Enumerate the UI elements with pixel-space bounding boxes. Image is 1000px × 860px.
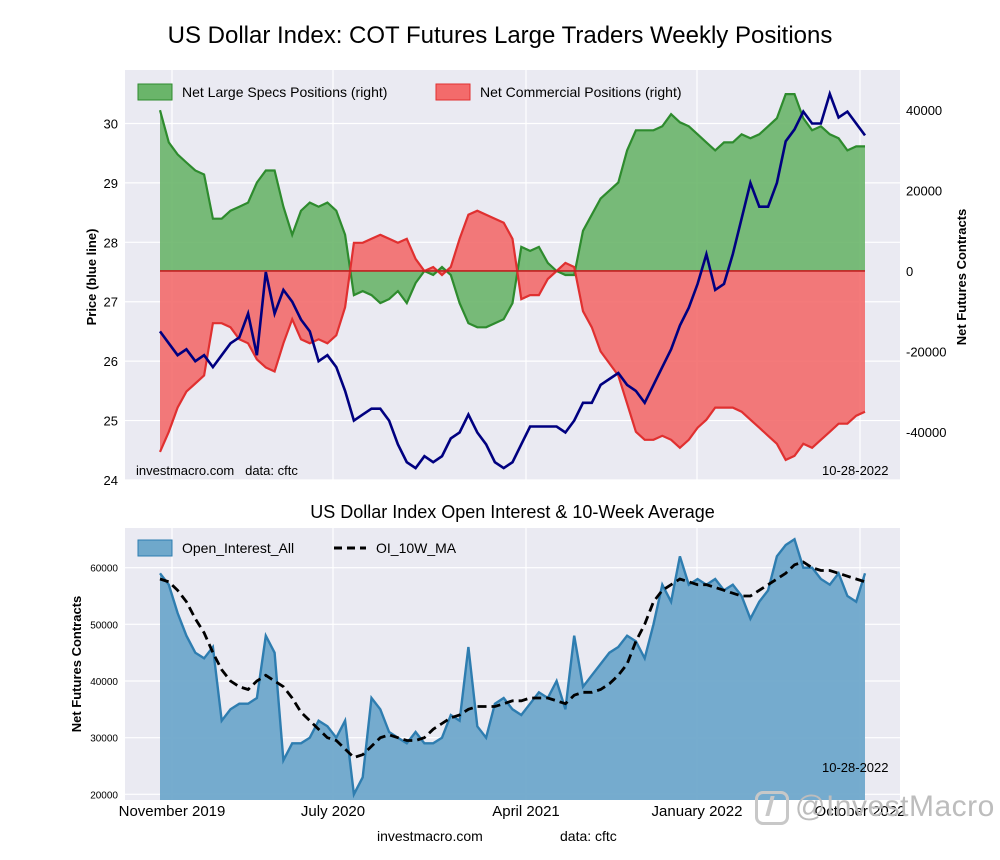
comm-area xyxy=(160,210,865,460)
legend-swatch-oi xyxy=(137,539,173,557)
chart-title: US Dollar Index: COT Futures Large Trade… xyxy=(167,22,833,49)
x-tick-label: October 2022 xyxy=(815,803,906,820)
bottom-legend: Open_Interest_All OI_10W_MA xyxy=(137,539,457,557)
x-tick-label: January 2022 xyxy=(652,803,743,820)
bottom-axis-label: Net Futures Contracts xyxy=(69,596,84,733)
top-annotation-left: investmacro.com data: cftc xyxy=(136,463,298,478)
watermark-logo-icon xyxy=(755,791,789,826)
right-tick-label: -40000 xyxy=(906,425,946,440)
top-fills xyxy=(160,94,865,460)
bottom-annotation-right: 10-28-2022 xyxy=(822,760,889,775)
left-tick-label: 26 xyxy=(104,354,118,369)
x-tick-label: November 2019 xyxy=(119,803,226,820)
left-tick-label: 28 xyxy=(104,235,118,250)
legend-label-ma: OI_10W_MA xyxy=(376,540,457,556)
watermark-text: @InvestMacro xyxy=(795,790,995,823)
specs-area xyxy=(160,94,865,328)
bottom-chart-title: US Dollar Index Open Interest & 10-Week … xyxy=(310,502,715,522)
bottom-y-ticks: 20000 30000 40000 50000 60000 xyxy=(90,564,118,802)
specs-line xyxy=(158,93,865,329)
oi-ma-line xyxy=(159,560,866,760)
comm-line xyxy=(158,209,866,462)
bottom-y-tick-label: 30000 xyxy=(90,734,118,745)
left-tick-label: 24 xyxy=(104,473,118,488)
bottom-fills xyxy=(159,537,867,800)
top-annotation-right: 10-28-2022 xyxy=(822,463,889,478)
x-tick-label: July 2020 xyxy=(301,803,365,820)
footer-site: investmacro.com xyxy=(377,828,483,844)
legend-label-specs: Net Large Specs Positions (right) xyxy=(182,84,387,100)
left-axis-label: Price (blue line) xyxy=(84,229,99,326)
oi-line xyxy=(159,537,867,799)
right-tick-label: 0 xyxy=(906,264,913,279)
right-tick-label: 40000 xyxy=(906,103,942,118)
bottom-y-tick-label: 60000 xyxy=(90,564,118,575)
top-right-ticks: -40000 -20000 0 20000 40000 xyxy=(906,103,946,440)
bottom-y-tick-label: 50000 xyxy=(90,620,118,631)
top-lines xyxy=(158,89,867,470)
bottom-y-tick-label: 40000 xyxy=(90,677,118,688)
legend-label-comm: Net Commercial Positions (right) xyxy=(480,84,682,100)
right-tick-label: -20000 xyxy=(906,344,946,359)
footer-data: data: cftc xyxy=(560,828,617,844)
legend-swatch-specs xyxy=(137,83,173,101)
legend-label-oi: Open_Interest_All xyxy=(182,540,294,556)
x-tick-label: April 2021 xyxy=(492,803,560,820)
left-tick-label: 30 xyxy=(104,116,118,131)
legend-swatch-comm xyxy=(435,83,471,101)
watermark: @InvestMacro xyxy=(755,790,995,826)
left-tick-label: 29 xyxy=(104,176,118,191)
top-legend: Net Large Specs Positions (right) Net Co… xyxy=(137,83,682,101)
top-left-ticks: 24 25 26 27 28 29 30 xyxy=(104,116,118,488)
price-line xyxy=(158,89,867,470)
bottom-x-ticks: November 2019 July 2020 April 2021 January … xyxy=(119,803,906,820)
right-axis-label: Net Futures Contracts xyxy=(954,209,969,346)
bottom-y-tick-label: 20000 xyxy=(90,790,118,801)
left-tick-label: 27 xyxy=(104,295,118,310)
left-tick-label: 25 xyxy=(104,414,118,429)
oi-area xyxy=(160,539,865,800)
right-tick-label: 20000 xyxy=(906,184,942,199)
